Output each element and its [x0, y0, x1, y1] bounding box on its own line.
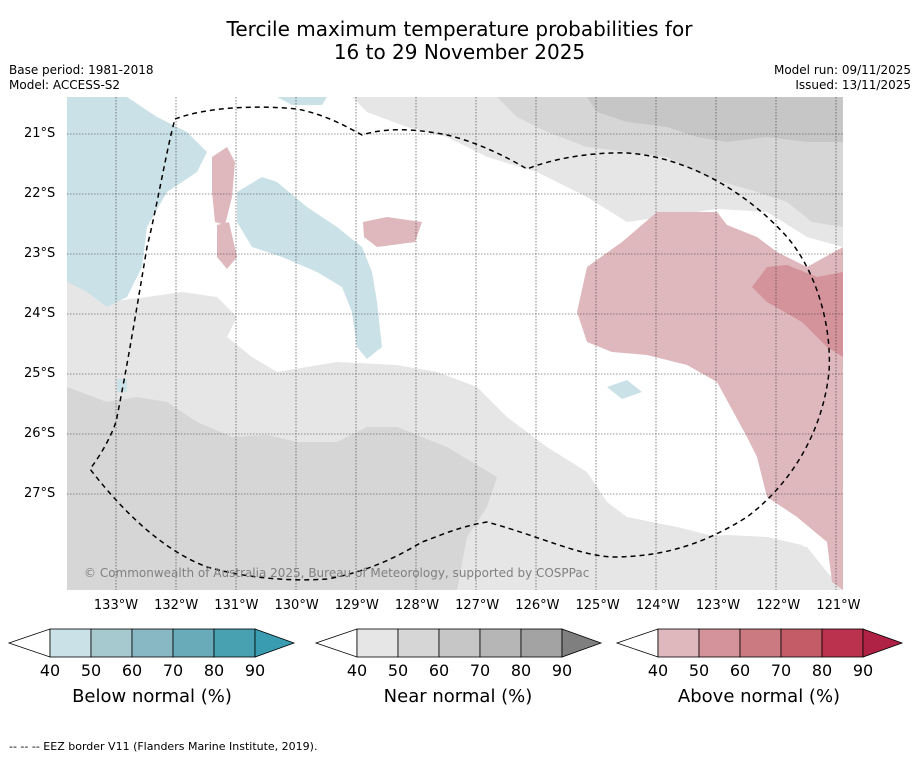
eez-border	[89, 106, 831, 581]
colorbar-tick-label: 60	[121, 661, 143, 680]
above-normal-region-west-1	[212, 147, 235, 225]
near-normal-dark-region	[587, 97, 843, 142]
colorbar-above	[615, 628, 904, 658]
colorbar-below	[7, 628, 296, 658]
title-line-1: Tercile maximum temperature probabilitie…	[226, 17, 693, 41]
colorbar-title: Near normal (%)	[383, 686, 533, 707]
copyright-text: © Commonwealth of Australia 2025, Bureau…	[84, 566, 590, 580]
colorbar-near-segment-2	[397, 628, 440, 658]
colorbar-near-segment-4	[479, 628, 522, 658]
near-normal-region-sw	[597, 535, 843, 590]
colorbar-below-segment-4	[172, 628, 215, 658]
colorbar-below-segment-2	[90, 628, 133, 658]
colorbar-tick-label: 70	[469, 661, 491, 680]
colorbar-near-arrow-left	[314, 628, 358, 658]
colorbar-tick-label: 40	[647, 661, 669, 680]
colorbar-tick-label: 90	[244, 661, 266, 680]
colorbar-tick-label: 50	[80, 661, 102, 680]
lat-label: 25°S	[24, 366, 56, 381]
lon-label: 122°W	[756, 598, 801, 613]
colorbar-below-segment-1	[49, 628, 92, 658]
above-normal-region-west-2	[217, 222, 237, 269]
lon-label: 132°W	[154, 598, 199, 613]
below-normal-region-central	[237, 177, 382, 359]
near-normal-mid-region-bottom	[67, 387, 497, 590]
below-normal-region-west	[67, 97, 207, 307]
title-line-2: 16 to 29 November 2025	[333, 40, 586, 64]
colorbar-near-segment-5	[520, 628, 563, 658]
colorbar-above-segment-1	[657, 628, 700, 658]
colorbar-near	[314, 628, 603, 658]
colorbar-tick-label: 80	[811, 661, 833, 680]
colorbar-tick-label: 90	[852, 661, 874, 680]
chart-title: Tercile maximum temperature probabilitie…	[0, 18, 919, 64]
lon-label: 131°W	[214, 598, 259, 613]
lon-label: 128°W	[394, 598, 440, 613]
colorbar-below-segment-5	[213, 628, 256, 658]
colorbar-below-segment-3	[131, 628, 174, 658]
colorbar-tick-label: 90	[551, 661, 573, 680]
above-normal-region-central	[363, 217, 422, 247]
model-run: Model run: 09/11/2025	[773, 63, 911, 77]
lat-label: 22°S	[24, 186, 56, 201]
lat-label: 23°S	[24, 246, 56, 261]
below-normal-region-north	[277, 97, 327, 105]
colorbar-below-arrow-left	[7, 628, 51, 658]
colorbar-tick-label: 60	[729, 661, 751, 680]
gridlines	[67, 97, 843, 590]
colorbar-near-arrow-right	[561, 628, 603, 658]
lat-label: 27°S	[24, 486, 56, 501]
colorbar-svg	[7, 628, 904, 658]
colorbar-above-segment-4	[780, 628, 823, 658]
colorbar-above-arrow-left	[615, 628, 659, 658]
lat-label: 24°S	[24, 306, 56, 321]
colorbar-above-segment-5	[821, 628, 864, 658]
meta-left: Base period: 1981-2018 Model: ACCESS-S2	[9, 63, 154, 93]
colorbar-above-segment-3	[739, 628, 782, 658]
lon-label: 125°W	[575, 598, 620, 613]
colorbar-tick-label: 70	[162, 661, 184, 680]
colorbar-title: Below normal (%)	[72, 686, 232, 707]
colorbar-near-segment-1	[356, 628, 399, 658]
colorbar-above-segment-2	[698, 628, 741, 658]
lon-label: 124°W	[635, 598, 680, 613]
lon-label: 130°W	[274, 598, 319, 613]
issued-date: Issued: 13/11/2025	[795, 78, 911, 92]
lon-label: 133°W	[93, 598, 139, 613]
lon-label: 126°W	[515, 598, 560, 613]
lon-label: 123°W	[695, 598, 741, 613]
colorbar-above-arrow-right	[862, 628, 904, 658]
below-normal-region-west-small	[117, 379, 127, 392]
above-normal-mid-region	[752, 265, 843, 357]
lon-label: 127°W	[455, 598, 500, 613]
colorbar-title: Above normal (%)	[677, 686, 841, 707]
lon-label: 121°W	[816, 598, 861, 613]
colorbar-tick-label: 40	[346, 661, 368, 680]
lat-label: 26°S	[24, 426, 56, 441]
colorbar-tick-label: 80	[203, 661, 225, 680]
eez-footer-note: -- -- -- EEZ border V11 (Flanders Marine…	[9, 740, 318, 753]
below-normal-region-east	[607, 380, 642, 399]
colorbar-tick-label: 80	[510, 661, 532, 680]
lat-label: 21°S	[24, 126, 56, 141]
lon-label: 129°W	[334, 598, 379, 613]
map-panel: © Commonwealth of Australia 2025, Bureau…	[67, 97, 843, 590]
base-period: Base period: 1981-2018	[9, 63, 154, 77]
colorbar-tick-label: 50	[387, 661, 409, 680]
colorbar-tick-label: 60	[428, 661, 450, 680]
colorbar-below-arrow-right	[254, 628, 296, 658]
meta-right: Model run: 09/11/2025 Issued: 13/11/2025	[774, 63, 911, 93]
colorbar-tick-label: 50	[688, 661, 710, 680]
colorbar-tick-label: 70	[770, 661, 792, 680]
map-svg	[67, 97, 843, 590]
model-name: Model: ACCESS-S2	[9, 78, 121, 92]
colorbar-tick-label: 40	[39, 661, 61, 680]
colorbar-near-segment-3	[438, 628, 481, 658]
